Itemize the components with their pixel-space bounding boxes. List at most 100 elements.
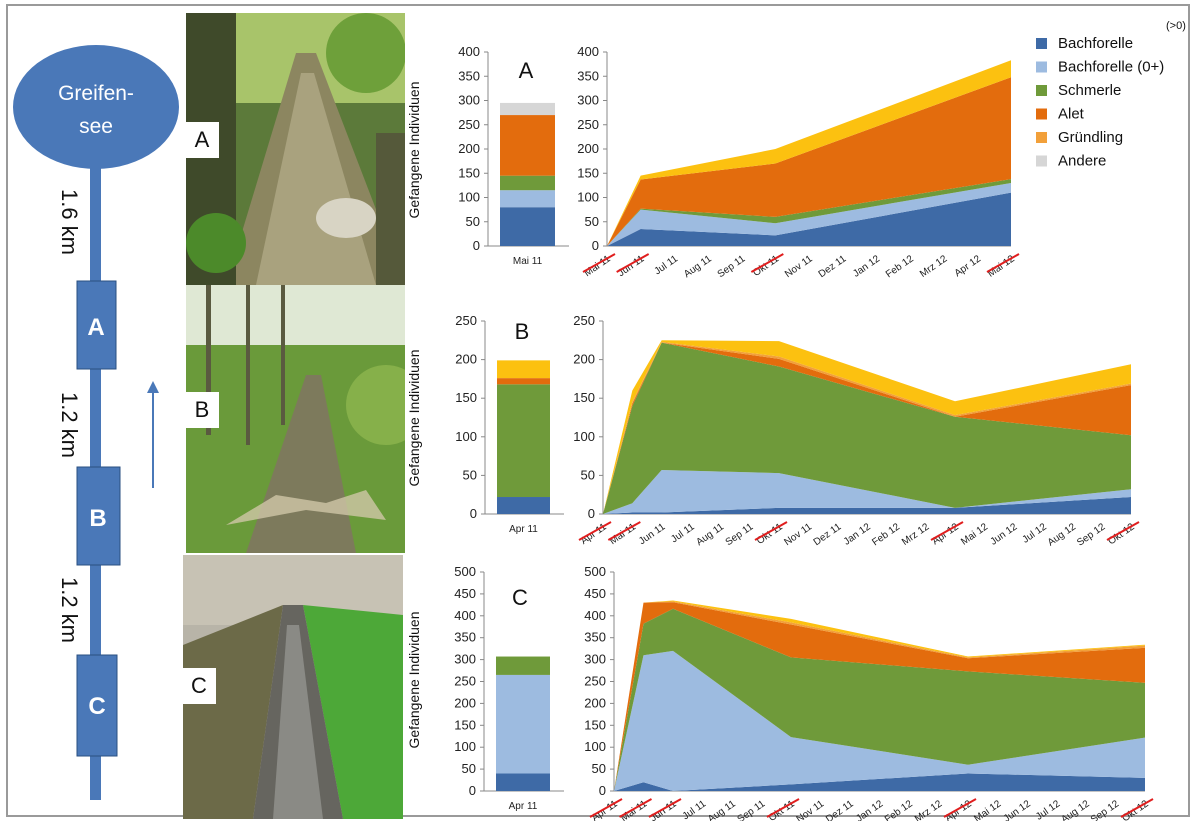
sample-date-marker xyxy=(943,798,977,818)
y-tick-label: 100 xyxy=(455,429,477,444)
sample-date-marker xyxy=(1106,521,1140,541)
sample-date-marker xyxy=(766,798,800,818)
x-tick-label: Dez 11 xyxy=(824,798,856,821)
y-tick-label: 0 xyxy=(473,238,480,253)
y-tick-label: 500 xyxy=(454,564,476,579)
legend-label: Alet xyxy=(1058,106,1085,123)
y-tick-label: 50 xyxy=(463,467,477,482)
creek-diagram: Greifen- see 1.6 km 1.2 km 1.2 km A B C xyxy=(13,45,179,800)
legend: Bachforelle Bachforelle (0+) Schmerle Alet G… xyxy=(1036,35,1164,170)
area-series xyxy=(603,340,1131,514)
x-tick-label: Sep 12 xyxy=(1089,798,1122,821)
y-tick-label: 350 xyxy=(584,630,606,645)
lake xyxy=(13,45,179,169)
y-tick-label: 400 xyxy=(454,608,476,623)
y-tick-label: 200 xyxy=(458,141,480,156)
area-series xyxy=(603,497,1131,514)
legend-label: Schmerle xyxy=(1058,82,1121,99)
footnote-marker: (>0) xyxy=(1166,20,1186,32)
legend-swatch xyxy=(1036,38,1047,49)
y-tick-label: 0 xyxy=(592,238,599,253)
bar-segment xyxy=(500,102,555,116)
y-axis-label: Gefangene Individuen xyxy=(406,350,422,487)
x-tick-label: Nov 11 xyxy=(795,798,827,821)
x-tick-label: Dez 11 xyxy=(817,253,849,280)
sample-date-marker xyxy=(1120,798,1154,818)
y-tick-label: 0 xyxy=(599,783,606,798)
y-tick-label: 100 xyxy=(454,739,476,754)
legend-swatch xyxy=(1036,61,1047,73)
y-tick-label: 0 xyxy=(470,506,477,521)
x-tick-label: Sep 11 xyxy=(736,798,768,821)
legend-label: Bachforelle (0+) xyxy=(1058,59,1164,76)
sample-date-marker xyxy=(589,798,623,818)
y-tick-label: 150 xyxy=(584,717,606,732)
x-tick-label: Jul 11 xyxy=(669,521,697,545)
x-tick-label: Mai 12 xyxy=(972,798,1003,821)
distance-label: 1.6 km xyxy=(57,189,82,255)
legend-swatch xyxy=(1036,85,1047,96)
sample-date-marker xyxy=(607,521,641,541)
sample-date-marker xyxy=(986,253,1020,273)
area-series xyxy=(603,469,1131,514)
bar-segment xyxy=(500,175,555,191)
sample-date-marker xyxy=(578,521,612,541)
y-tick-label: 350 xyxy=(577,68,599,83)
x-tick-label: Jul 12 xyxy=(1034,798,1063,821)
bar-segment xyxy=(496,674,550,774)
x-tick-label: Sep 11 xyxy=(716,253,748,280)
x-tick-label: Jan 12 xyxy=(842,521,873,547)
bar-segment xyxy=(497,360,550,379)
x-tick-label: Aug 12 xyxy=(1046,521,1079,548)
photo-label-b: B xyxy=(185,392,219,428)
y-tick-label: 250 xyxy=(455,313,477,328)
y-tick-label: 150 xyxy=(454,717,476,732)
area-series xyxy=(607,192,1011,246)
lake-label-line2: see xyxy=(79,115,113,138)
panel-letter: C xyxy=(512,585,528,610)
x-tick-label: Nov 11 xyxy=(782,521,814,548)
sample-date-marker xyxy=(754,521,788,541)
y-tick-label: 100 xyxy=(584,739,606,754)
x-tick-label: Jan 12 xyxy=(851,253,882,279)
area-series xyxy=(614,608,1145,791)
x-tick-label: Aug 11 xyxy=(694,521,726,548)
y-tick-label: 150 xyxy=(573,390,595,405)
x-tick-label: Aug 11 xyxy=(682,253,714,280)
x-tick-label: Mrz 12 xyxy=(913,798,945,821)
y-tick-label: 300 xyxy=(577,93,599,108)
area-series xyxy=(607,179,1011,246)
y-axis-label: Gefangene Individuen xyxy=(406,82,422,219)
y-tick-label: 250 xyxy=(458,117,480,132)
x-tick-label: Jan 12 xyxy=(854,798,885,821)
bar-segment xyxy=(496,773,550,791)
y-tick-label: 50 xyxy=(585,214,599,229)
bar-segment xyxy=(500,115,555,176)
x-tick-label: Nov 11 xyxy=(783,253,815,280)
sample-date-marker xyxy=(930,521,964,541)
y-tick-label: 500 xyxy=(584,564,606,579)
x-tick-label: Jul 11 xyxy=(681,798,709,821)
station-label-c: C xyxy=(88,693,105,720)
panel-letter: A xyxy=(519,58,534,83)
photo-c xyxy=(183,555,403,819)
bar-segment xyxy=(497,497,550,514)
bar-segment xyxy=(496,656,550,675)
sample-date-marker xyxy=(619,798,652,818)
area-series xyxy=(614,773,1145,791)
station-label-b: B xyxy=(89,505,106,532)
x-tick-label: Feb 12 xyxy=(870,521,902,548)
legend-swatch xyxy=(1036,155,1047,167)
legend-label: Gründling xyxy=(1058,129,1123,146)
x-tick-label: Mai 12 xyxy=(959,521,990,547)
legend-label: Bachforelle xyxy=(1058,35,1133,52)
panel-a: 0 50 100 150 200 250 300 350 400 Mai 11 A Gefangene… xyxy=(406,44,1020,280)
y-tick-label: 200 xyxy=(584,695,606,710)
panel-letter: B xyxy=(515,319,530,344)
x-tick-label: Aug 12 xyxy=(1059,798,1092,821)
legend-swatch xyxy=(1036,132,1047,143)
y-tick-label: 300 xyxy=(584,652,606,667)
y-tick-label: 0 xyxy=(588,506,595,521)
